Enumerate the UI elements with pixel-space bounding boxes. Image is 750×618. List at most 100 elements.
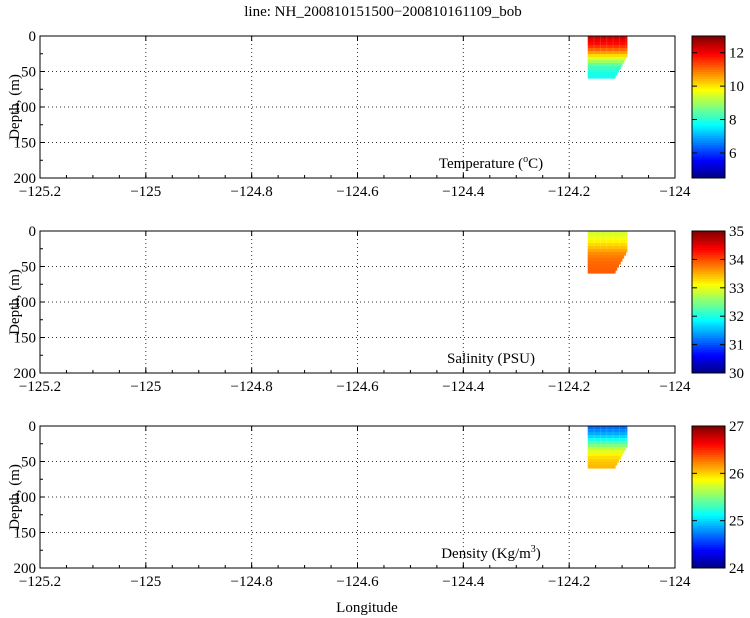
colorbar-step bbox=[692, 252, 725, 256]
colorbar-step bbox=[692, 454, 725, 458]
colorbar-step bbox=[692, 151, 725, 155]
colorbar-step bbox=[692, 83, 725, 87]
x-tick-label: −125.2 bbox=[19, 184, 61, 200]
colorbar-step bbox=[692, 102, 725, 106]
colorbar-step bbox=[692, 553, 725, 557]
colorbar-step bbox=[692, 320, 725, 324]
data-cell bbox=[587, 63, 623, 67]
colorbar-step bbox=[692, 330, 725, 334]
colorbar-step bbox=[692, 494, 725, 498]
x-tick-label: −125 bbox=[130, 574, 161, 590]
y-tick-label: 200 bbox=[14, 171, 37, 187]
colorbar-step bbox=[692, 544, 725, 548]
colorbar-step bbox=[692, 166, 725, 170]
colorbar-step bbox=[692, 264, 725, 267]
x-tick-label: −124.4 bbox=[442, 574, 485, 590]
data-cell bbox=[587, 453, 623, 457]
colorbar-step bbox=[692, 287, 725, 291]
panel-2: −125.2 −125 −124.8 −124.6 −124.4 −124.2 −124 0 5… bbox=[7, 224, 745, 395]
y-axis-title: Depth, (m) bbox=[7, 74, 23, 140]
colorbar-step bbox=[692, 565, 725, 569]
colorbar-step bbox=[692, 57, 725, 61]
data-cell bbox=[587, 249, 628, 253]
colorbar-step bbox=[692, 80, 725, 84]
colorbar-step bbox=[692, 349, 725, 353]
panel-label: Density (Kg/m3) bbox=[441, 544, 541, 562]
colorbar-step bbox=[692, 313, 725, 317]
y-tick-label: 150 bbox=[14, 136, 37, 152]
colorbar-step bbox=[692, 473, 725, 477]
colorbar-tick-label: 12 bbox=[729, 46, 744, 62]
colorbar-step bbox=[692, 504, 725, 507]
data-cell bbox=[587, 255, 625, 259]
colorbar-step bbox=[692, 304, 725, 308]
y-tick-label: 100 bbox=[14, 100, 37, 116]
colorbar-step bbox=[692, 123, 725, 127]
data-cell bbox=[587, 237, 628, 241]
colorbar-step bbox=[692, 54, 725, 58]
x-tick-label: −125 bbox=[130, 184, 161, 200]
colorbar-step bbox=[692, 299, 725, 303]
colorbar-step bbox=[692, 114, 725, 117]
colorbar-step bbox=[692, 235, 725, 239]
colorbar-step bbox=[692, 88, 725, 91]
colorbar-frame bbox=[691, 230, 726, 374]
colorbar-step bbox=[692, 121, 725, 125]
colorbar-step bbox=[692, 346, 725, 350]
colorbar-step bbox=[692, 254, 725, 258]
colorbar-tick-label: 27 bbox=[729, 419, 745, 435]
data-cell bbox=[587, 258, 623, 262]
colorbar-step bbox=[692, 297, 725, 301]
colorbar-step bbox=[692, 440, 725, 444]
colorbar-step bbox=[692, 159, 725, 162]
colorbar-step bbox=[692, 92, 725, 96]
x-tick-label: −125.2 bbox=[19, 379, 61, 395]
colorbar-step bbox=[692, 449, 725, 453]
colorbar-tick-label: 8 bbox=[729, 113, 737, 129]
colorbar-step bbox=[692, 144, 725, 148]
colorbar-tick-label: 34 bbox=[729, 252, 745, 268]
colorbar-step bbox=[692, 135, 725, 139]
colorbar-step bbox=[692, 523, 725, 526]
data-cell bbox=[587, 51, 628, 55]
panel-3: −125.2 −125 −124.8 −124.6 −124.4 −124.2 −124 0 5… bbox=[7, 419, 745, 590]
data-cell bbox=[587, 48, 628, 52]
colorbar-step bbox=[692, 62, 725, 65]
x-tick-label: −124.4 bbox=[442, 184, 485, 200]
data-cell bbox=[587, 459, 619, 463]
data-cell bbox=[587, 432, 628, 436]
colorbar-step bbox=[692, 487, 725, 491]
data-cell bbox=[587, 456, 621, 460]
colorbar-tick-label: 30 bbox=[729, 366, 744, 382]
colorbar-tick-label: 32 bbox=[729, 309, 744, 325]
colorbar-step bbox=[692, 109, 725, 113]
colorbar-step bbox=[692, 64, 725, 68]
colorbar-step bbox=[692, 328, 725, 331]
colorbar-step bbox=[692, 111, 725, 115]
colorbar-step bbox=[692, 95, 725, 99]
colorbar-step bbox=[692, 233, 725, 237]
x-tick-label: −124.6 bbox=[336, 379, 379, 395]
colorbar-step bbox=[692, 482, 725, 486]
panel-label: Salinity (PSU) bbox=[447, 351, 535, 367]
data-cell bbox=[587, 270, 616, 274]
colorbar-step bbox=[692, 463, 725, 467]
colorbar-step bbox=[692, 278, 725, 282]
colorbar-step bbox=[692, 456, 725, 460]
x-tick-label: −124.2 bbox=[548, 574, 590, 590]
colorbar-step bbox=[692, 351, 725, 355]
colorbar-step bbox=[692, 489, 725, 493]
colorbar-tick-label: 35 bbox=[729, 224, 744, 240]
colorbar-step bbox=[692, 466, 725, 470]
colorbar-step bbox=[692, 149, 725, 153]
colorbar-step bbox=[692, 73, 725, 77]
colorbar-step bbox=[692, 342, 725, 346]
colorbar-step bbox=[692, 452, 725, 455]
data-cell bbox=[587, 45, 628, 49]
colorbar-step bbox=[692, 335, 725, 338]
colorbar-step bbox=[692, 154, 725, 158]
colorbar-step bbox=[692, 442, 725, 446]
colorbar-frame bbox=[691, 35, 726, 179]
data-cell bbox=[587, 462, 618, 466]
